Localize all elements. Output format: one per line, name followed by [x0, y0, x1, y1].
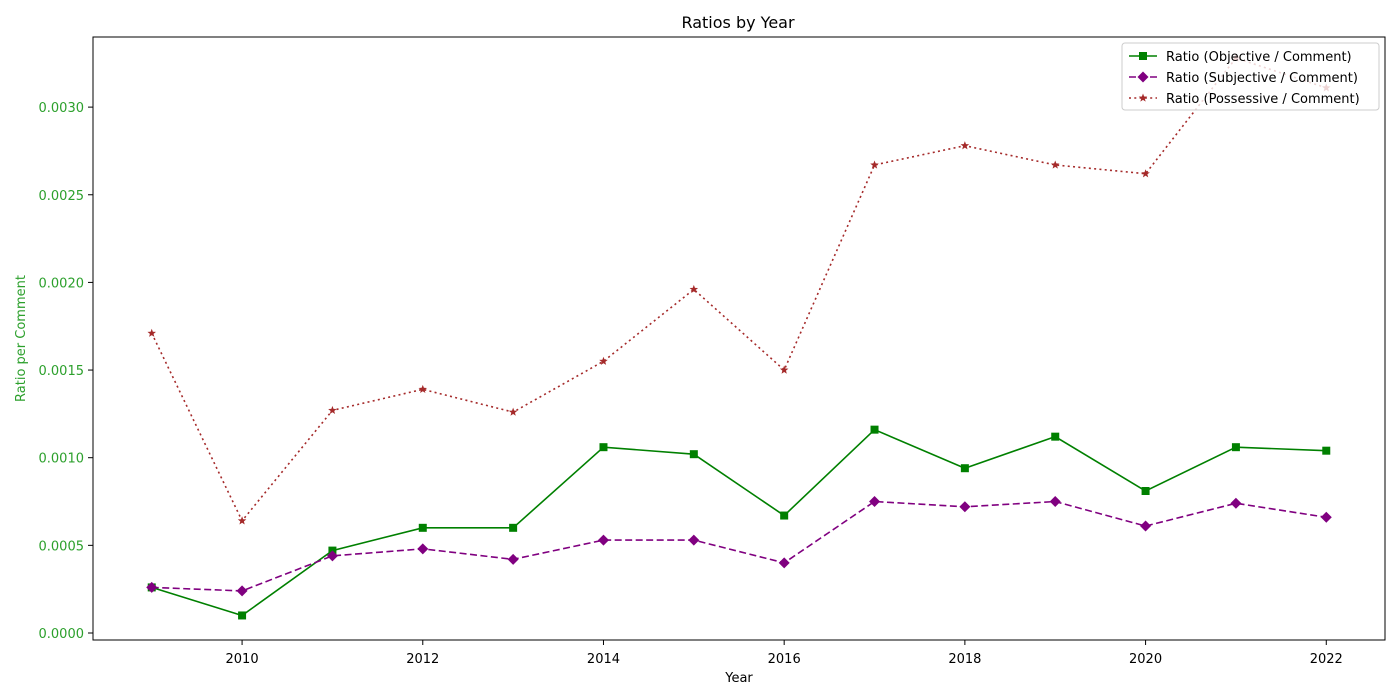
y-tick-label: 0.0000 [39, 627, 85, 642]
data-point [146, 581, 158, 593]
y-axis-title: Ratio per Comment [14, 275, 29, 402]
y-tick-label: 0.0020 [39, 276, 85, 291]
data-point [960, 141, 970, 150]
series-line [151, 500, 1327, 592]
legend-marker [1137, 71, 1149, 83]
legend: Ratio (Objective / Comment) Ratio (Subjec… [1121, 42, 1380, 111]
legend-label: Ratio (Objective / Comment) [1166, 50, 1352, 65]
data-point [507, 553, 519, 565]
data-point [688, 534, 700, 546]
data-point [959, 501, 971, 513]
data-point [1141, 169, 1150, 178]
y-tick-label: 0.0025 [39, 189, 85, 204]
data-point [870, 160, 879, 169]
legend-marker [1139, 52, 1147, 60]
data-point [780, 511, 789, 520]
data-point [1051, 432, 1060, 441]
data-point [1230, 497, 1242, 509]
data-point [597, 534, 609, 546]
data-point [1141, 487, 1150, 496]
data-point [1320, 511, 1332, 523]
data-point [1322, 446, 1331, 455]
y-tick-label: 0.0005 [39, 539, 85, 554]
plot-area [146, 53, 1332, 620]
data-point [238, 611, 247, 620]
data-point [236, 585, 248, 597]
y-axis: 0.0000 0.0005 0.0010 0.0015 0.0020 0.0025 0.00… [39, 101, 93, 642]
data-point [417, 543, 429, 555]
data-point [1050, 160, 1060, 169]
data-point [1231, 443, 1240, 452]
series-1 [147, 425, 1331, 620]
series-3 [147, 53, 1331, 525]
data-point [237, 516, 247, 525]
legend-item: Ratio (Possessive / Comment) [1129, 92, 1360, 107]
data-point [326, 550, 338, 562]
legend-item: Ratio (Subjective / Comment) [1129, 71, 1358, 86]
x-tick-label: 2016 [768, 652, 801, 667]
data-point [779, 365, 789, 374]
legend-label: Ratio (Possessive / Comment) [1166, 92, 1360, 107]
y-tick-label: 0.0010 [39, 452, 85, 467]
data-point [869, 496, 881, 508]
data-point [147, 328, 157, 337]
x-tick-label: 2022 [1310, 652, 1343, 667]
data-point [418, 384, 428, 393]
series-2 [146, 496, 1332, 597]
x-tick-label: 2012 [406, 652, 439, 667]
x-axis-title: Year [724, 671, 753, 686]
legend-marker [1138, 93, 1148, 102]
data-point [1140, 520, 1152, 532]
y-tick-label: 0.0015 [39, 364, 85, 379]
series-line [151, 428, 1327, 617]
data-point [1049, 496, 1061, 508]
data-point [418, 523, 427, 532]
data-point [508, 407, 518, 416]
plot-frame [92, 36, 1386, 641]
x-tick-label: 2010 [226, 652, 259, 667]
y-tick-label: 0.0030 [39, 101, 85, 116]
data-point [960, 464, 969, 473]
data-point [509, 523, 518, 532]
data-point [689, 450, 698, 459]
data-point [870, 425, 879, 434]
data-point [689, 284, 699, 294]
chart-title: Ratios by Year [681, 13, 795, 32]
legend-box [1121, 42, 1380, 111]
x-tick-label: 2014 [587, 652, 620, 667]
data-point [328, 405, 337, 415]
x-axis: 2010 2012 2014 2016 2018 2020 2022 [226, 640, 1343, 667]
x-tick-label: 2018 [948, 652, 981, 667]
data-point [778, 557, 790, 569]
series-line [151, 57, 1327, 523]
legend-label: Ratio (Subjective / Comment) [1166, 71, 1358, 86]
x-tick-label: 2020 [1129, 652, 1162, 667]
data-point [599, 443, 608, 452]
data-point [599, 356, 608, 365]
legend-item: Ratio (Objective / Comment) [1129, 50, 1352, 65]
